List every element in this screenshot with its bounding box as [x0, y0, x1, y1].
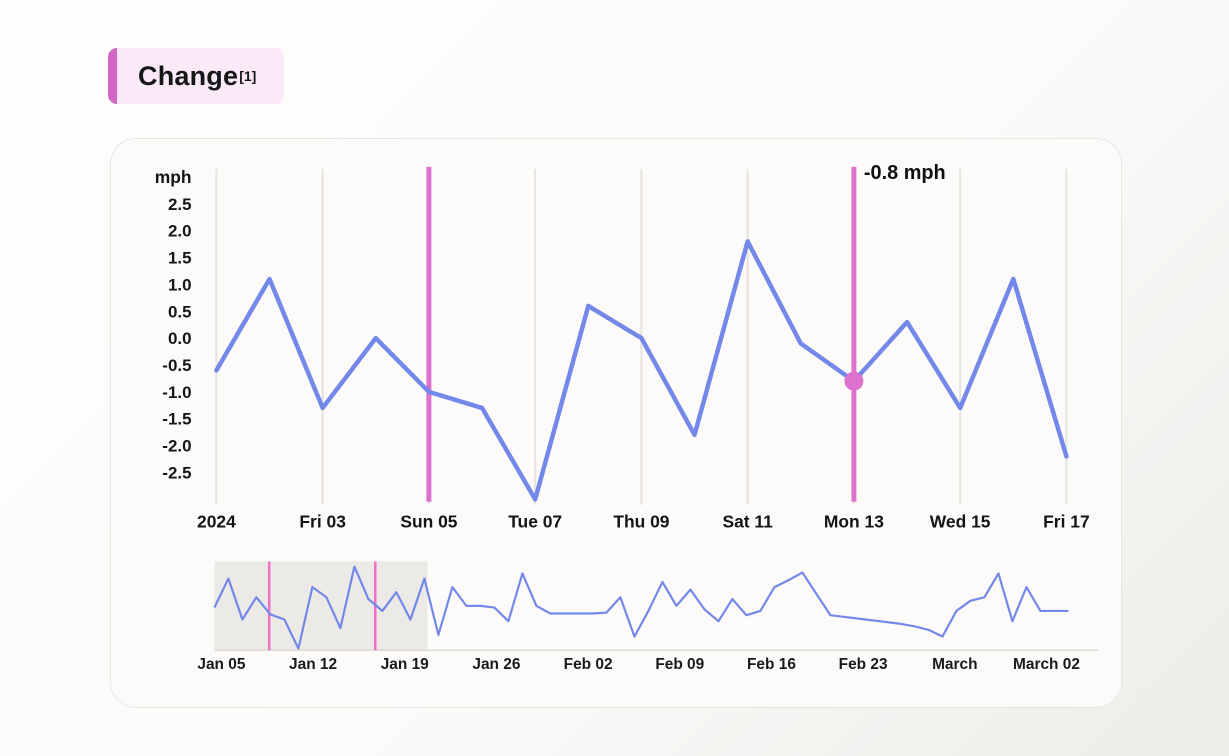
- navigator-axis-label: Feb 02: [564, 656, 613, 673]
- y-axis-label: -1.0: [162, 383, 191, 402]
- navigator-axis-label: March: [932, 656, 977, 673]
- y-axis-unit-label: mph: [155, 167, 192, 187]
- navigator-axis-label: Feb 09: [655, 656, 704, 673]
- y-axis-label: 2.5: [168, 195, 192, 214]
- change-chart[interactable]: 2024 Fri 03 Sun 05 Tue 07 Thu 09 Sat 11 Mon 13…: [111, 139, 1121, 707]
- y-axis-label: 1.0: [168, 275, 192, 294]
- x-axis-label: 2024: [197, 512, 236, 532]
- page-title: Change: [138, 60, 239, 91]
- title-accent-bar: [108, 48, 117, 104]
- y-axis-label: 2.0: [168, 222, 192, 241]
- navigator-series-line[interactable]: [213, 565, 1069, 650]
- x-axis-label: Tue 07: [508, 512, 562, 532]
- navigator-axis-label: Feb 16: [747, 656, 796, 673]
- y-axis-label: -1.5: [162, 410, 191, 429]
- navigator-axis-label: March 02: [1013, 656, 1080, 673]
- navigator-axis-label: Jan 05: [197, 656, 245, 673]
- navigator-selected-range[interactable]: [214, 561, 428, 651]
- tooltip-value: -0.8 mph: [864, 162, 946, 184]
- x-axis-label: Sat 11: [722, 512, 773, 532]
- navigator-axis-label: Jan 12: [289, 656, 337, 673]
- navigator-axis-label: Feb 23: [839, 656, 888, 673]
- chart-card: 2024 Fri 03 Sun 05 Tue 07 Thu 09 Sat 11 Mon 13…: [110, 138, 1122, 708]
- y-axis-label: -2.5: [162, 463, 191, 482]
- navigator-axis-label: Jan 26: [472, 656, 520, 673]
- y-axis-label: 0.5: [168, 302, 192, 321]
- y-axis-label: -2.0: [162, 437, 191, 456]
- x-axis-label: Thu 09: [613, 512, 669, 532]
- selected-point-marker[interactable]: [844, 371, 864, 391]
- x-axis-label: Sun 05: [400, 512, 457, 532]
- x-axis-label: Fri 17: [1043, 512, 1089, 532]
- y-axis-label: -0.5: [162, 356, 191, 375]
- y-axis-label: 1.5: [168, 249, 192, 268]
- x-axis-label: Fri 03: [299, 512, 346, 532]
- x-axis-label: Mon 13: [824, 512, 884, 532]
- navigator-axis-label: Jan 19: [381, 656, 429, 673]
- main-series-line[interactable]: [214, 239, 1069, 502]
- y-axis-label: 0.0: [168, 329, 192, 348]
- section-title-chip: Change [1]: [108, 48, 285, 104]
- x-axis-label: Wed 15: [930, 512, 991, 532]
